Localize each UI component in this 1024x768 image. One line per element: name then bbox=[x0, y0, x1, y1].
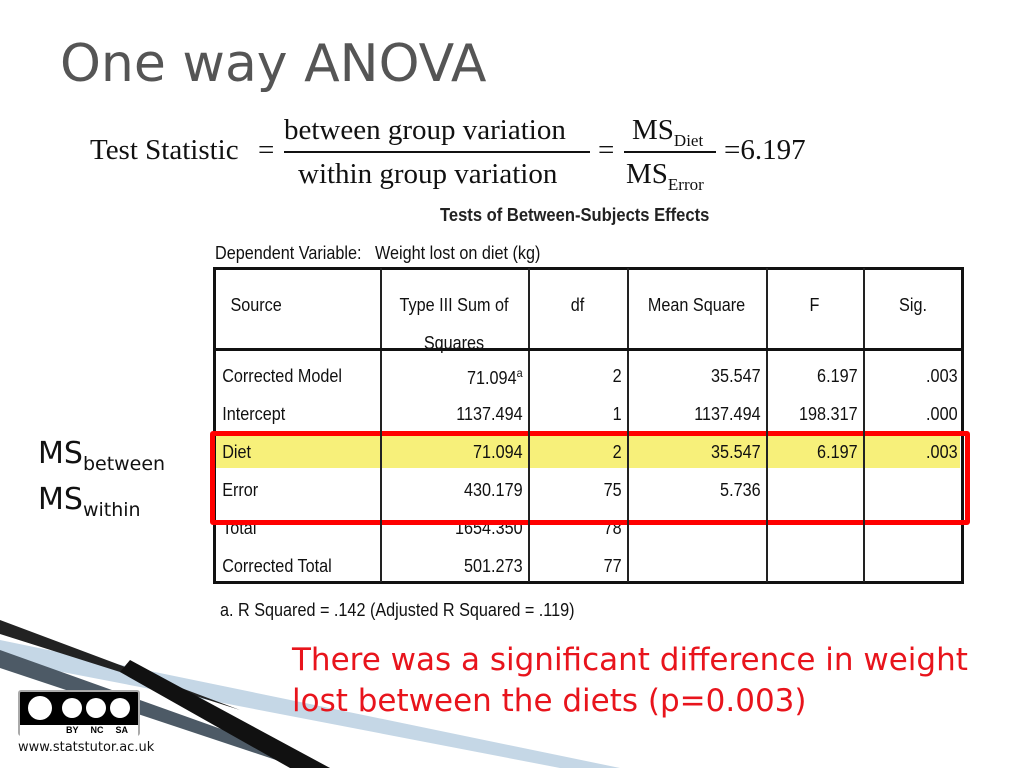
equals: = bbox=[258, 134, 275, 166]
highlight bbox=[216, 435, 960, 468]
column-line bbox=[863, 268, 865, 582]
table-cell: 71.094a bbox=[467, 366, 523, 388]
stripe bbox=[120, 660, 330, 768]
table-title: Tests of Between-Subjects Effects bbox=[440, 205, 710, 225]
cc-item: NC bbox=[90, 725, 104, 735]
ms: MS bbox=[632, 114, 674, 146]
side-label: MSwithin bbox=[38, 482, 141, 521]
icon bbox=[110, 698, 130, 718]
header-cell: Mean Square bbox=[647, 295, 746, 315]
ms: MS bbox=[626, 158, 668, 190]
footnote: a. R Squared = .142 (Adjusted R Squared … bbox=[220, 600, 575, 620]
equals: = bbox=[598, 134, 615, 166]
column-line bbox=[627, 268, 629, 582]
table-cell: 501.273 bbox=[464, 556, 523, 576]
ms-sub: between bbox=[82, 453, 166, 475]
result-value: 6.197 bbox=[740, 134, 806, 166]
table-cell: .003 bbox=[926, 366, 958, 386]
table-cell: .000 bbox=[926, 404, 958, 424]
title: One way ANOVA bbox=[60, 34, 487, 94]
table-cell: 5.736 bbox=[720, 480, 761, 500]
header-cell: Sig. bbox=[899, 295, 927, 315]
table-cell: Corrected Model bbox=[222, 366, 342, 386]
column-line bbox=[380, 268, 382, 582]
table-cell: 71.094 bbox=[473, 442, 523, 462]
cc-item: BY bbox=[65, 725, 79, 735]
cc-items: BY NC SA bbox=[20, 725, 138, 737]
fraction-bar bbox=[624, 151, 716, 153]
table-cell: 2 bbox=[612, 366, 622, 386]
ms: MS bbox=[38, 436, 83, 471]
table-cell: Error bbox=[222, 480, 259, 500]
header-cell: Source bbox=[230, 295, 282, 315]
table-cell: 1137.494 bbox=[456, 404, 523, 424]
fraction-bar bbox=[284, 151, 590, 153]
anova-table bbox=[213, 267, 964, 584]
icon bbox=[62, 698, 82, 718]
conclusion: There was a significant difference in we… bbox=[292, 642, 968, 719]
table-cell: 35.547 bbox=[711, 366, 761, 386]
stripe bbox=[0, 640, 620, 768]
column-line bbox=[528, 268, 530, 582]
highlight-box bbox=[210, 431, 970, 525]
ms-sub: Diet bbox=[673, 130, 704, 150]
dependent-value: Weight lost on diet (kg) bbox=[375, 243, 541, 263]
table-cell: 198.317 bbox=[799, 404, 858, 424]
result: =6.197 bbox=[724, 134, 806, 167]
icon bbox=[86, 698, 106, 718]
table-cell: Corrected Total bbox=[222, 556, 332, 576]
table-cell: .003 bbox=[926, 442, 958, 462]
ms-sub: Error bbox=[667, 174, 704, 194]
cc-item: SA bbox=[115, 725, 128, 735]
table-cell: 6.197 bbox=[817, 442, 858, 462]
ms-sub: within bbox=[82, 499, 141, 521]
header-cell: df bbox=[570, 295, 585, 315]
header-cell: F bbox=[809, 295, 820, 315]
cc-icons bbox=[28, 696, 130, 720]
decoration bbox=[0, 620, 620, 768]
table-cell: 6.197 bbox=[817, 366, 858, 386]
table-cell: Intercept bbox=[222, 404, 286, 424]
footnote-marker: a bbox=[516, 366, 523, 380]
table-cell: Diet bbox=[222, 442, 252, 462]
denominator: within group variation bbox=[298, 158, 558, 190]
table-cell: 1 bbox=[612, 404, 622, 424]
formula-lhs: Test Statistic bbox=[90, 134, 239, 166]
icon bbox=[28, 696, 52, 720]
ms-top: MSDiet bbox=[632, 114, 703, 151]
numerator: between group variation bbox=[284, 114, 566, 146]
side-label: MSbetween bbox=[38, 436, 165, 475]
dependent-label: Dependent Variable: bbox=[215, 243, 362, 263]
ms-bottom: MSError bbox=[626, 158, 704, 195]
table-cell: 77 bbox=[603, 556, 622, 576]
cc-badge: BY NC SA bbox=[18, 690, 140, 737]
ms: MS bbox=[38, 482, 83, 517]
table-cell: 75 bbox=[603, 480, 622, 500]
website: www.statstutor.ac.uk bbox=[18, 740, 155, 755]
header-line bbox=[215, 348, 963, 351]
table-cell: 35.547 bbox=[711, 442, 761, 462]
table-cell: 1137.494 bbox=[694, 404, 761, 424]
dependent-variable: Dependent Variable: Weight lost on diet … bbox=[215, 243, 540, 264]
table-cell: 2 bbox=[612, 442, 622, 462]
table-cell: 430.179 bbox=[464, 480, 523, 500]
equals: = bbox=[724, 134, 741, 166]
column-line bbox=[766, 268, 768, 582]
